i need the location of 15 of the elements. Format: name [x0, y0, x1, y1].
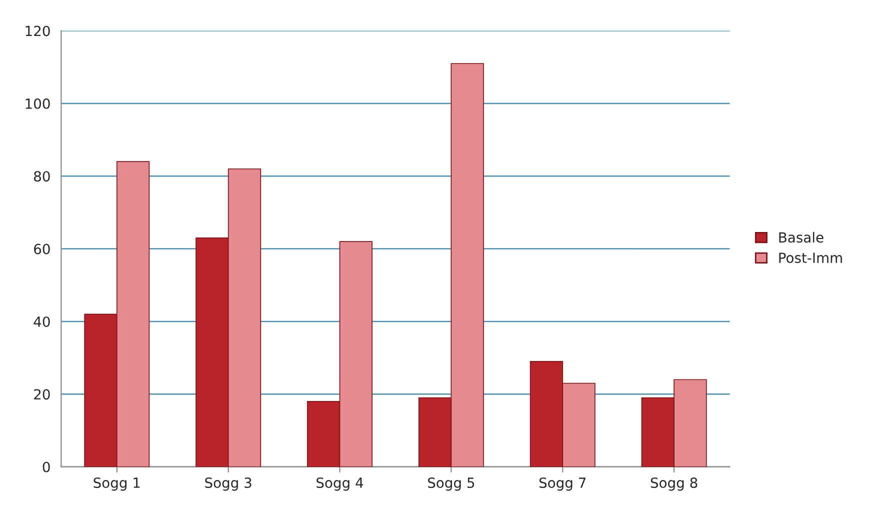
- x-tick-label: Sogg 8: [650, 477, 698, 491]
- y-tick-label: 120: [26, 26, 50, 36]
- x-tick-label: Sogg 1: [94, 477, 140, 491]
- legend-label: Basale: [779, 232, 824, 243]
- legend-label: Post-Imm: [779, 252, 842, 264]
- x-tick-label: Sogg 7: [539, 477, 586, 491]
- x-tick-label: Sogg 5: [428, 477, 474, 491]
- y-tick-label: 100: [26, 98, 50, 109]
- x-tick-label: Sogg 4: [316, 477, 364, 491]
- y-tick-label: 20: [34, 389, 50, 400]
- x-tick-label: Sogg 3: [205, 477, 252, 491]
- y-tick-label: 60: [34, 244, 50, 254]
- y-tick-label: 0: [42, 462, 50, 472]
- y-tick-label: 80: [34, 171, 50, 182]
- y-tick-label: 40: [34, 316, 50, 327]
